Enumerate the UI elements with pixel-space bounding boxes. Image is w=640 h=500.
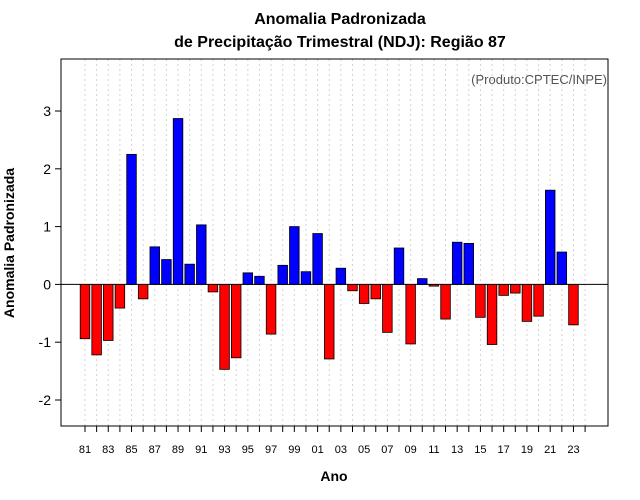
bar-2022	[556, 251, 568, 285]
bar-2013	[451, 241, 463, 285]
x-tick-label: 23	[567, 444, 579, 456]
bar-2010	[417, 278, 428, 285]
bar-1998	[277, 264, 288, 285]
bar-2004	[347, 284, 358, 292]
y-tick-label: 0	[43, 276, 51, 292]
credit-text: (Produto:CPTEC/INPE)	[471, 72, 607, 87]
x-tick-label: 05	[358, 444, 370, 456]
bar-1984	[114, 284, 126, 309]
x-tick-label: 89	[172, 444, 184, 456]
y-axis: -2 -1 0 1 2 3	[39, 103, 61, 408]
x-tick-label: 91	[195, 444, 207, 456]
x-tick-label: 07	[381, 444, 393, 456]
x-tick-label: 83	[102, 444, 114, 456]
y-tick-label: 3	[43, 103, 51, 119]
bar-2014	[463, 242, 474, 285]
bar-1994	[230, 284, 242, 359]
x-axis: 81 83 85 87 89 91 93 95 97 99 01 03 05 07 09 11 13 15 17 19…	[79, 426, 586, 456]
x-tick-label: 09	[405, 444, 417, 456]
bar-1981	[79, 284, 91, 340]
bar-1992	[207, 284, 219, 293]
bar-2023	[568, 284, 579, 326]
plot-frame	[60, 58, 609, 427]
x-tick-label: 03	[335, 444, 347, 456]
bar-2017	[498, 284, 509, 296]
bar-2008	[393, 247, 405, 285]
x-axis-title: Ano	[320, 468, 347, 484]
bar-1999	[289, 226, 300, 285]
bar-2016	[486, 284, 498, 345]
bars-group	[79, 118, 579, 370]
bar-1990	[184, 263, 195, 285]
x-tick-label: 85	[125, 444, 137, 456]
chart-title: Anomalia Padronizada	[254, 11, 426, 28]
bar-1988	[161, 259, 172, 285]
x-tick-label: 19	[521, 444, 533, 456]
x-tick-label: 13	[451, 444, 463, 456]
x-tick-label: 95	[242, 444, 254, 456]
bar-2001	[312, 233, 323, 285]
bar-2015	[475, 284, 486, 318]
x-tick-label: 15	[474, 444, 486, 456]
x-tick-label: 11	[428, 444, 439, 456]
chart-subtitle: de Precipitação Trimestral (NDJ): Região…	[174, 34, 506, 51]
bar-1993	[219, 284, 230, 370]
y-axis-title: Anomalia Padronizada	[1, 168, 17, 318]
bar-2019	[521, 284, 533, 322]
bar-2021	[545, 189, 556, 285]
bar-1995	[242, 272, 254, 285]
x-tick-label: 99	[288, 444, 300, 456]
x-tick-label: 87	[149, 444, 161, 456]
bar-2012	[440, 284, 451, 320]
x-tick-label: 97	[265, 444, 277, 456]
bar-2018	[510, 284, 521, 294]
y-tick-label: 1	[43, 219, 51, 235]
bar-1983	[103, 284, 114, 341]
bar-2002	[324, 284, 335, 360]
bar-1991	[196, 224, 207, 285]
bar-2003	[335, 267, 347, 285]
bar-1989	[172, 118, 184, 285]
bar-1996	[254, 275, 265, 285]
x-tick-label: 01	[311, 444, 323, 456]
bar-1982	[91, 284, 102, 356]
bar-2007	[382, 284, 393, 333]
bar-2005	[358, 284, 370, 304]
bar-1987	[149, 246, 160, 285]
bar-2009	[405, 284, 416, 345]
bar-2000	[300, 271, 312, 285]
x-tick-label: 21	[544, 444, 556, 456]
bar-2006	[370, 284, 381, 300]
y-tick-label: 2	[43, 161, 51, 177]
x-tick-label: 93	[218, 444, 230, 456]
x-tick-label: 81	[79, 444, 91, 456]
vertical-gridlines	[84, 59, 586, 426]
x-tick-label: 17	[498, 444, 510, 456]
bar-1997	[265, 284, 277, 335]
y-tick-label: -1	[39, 334, 52, 350]
bar-1985	[126, 153, 137, 285]
bar-1986	[137, 284, 149, 300]
y-tick-label: -2	[39, 392, 52, 408]
bar-2020	[533, 284, 544, 317]
